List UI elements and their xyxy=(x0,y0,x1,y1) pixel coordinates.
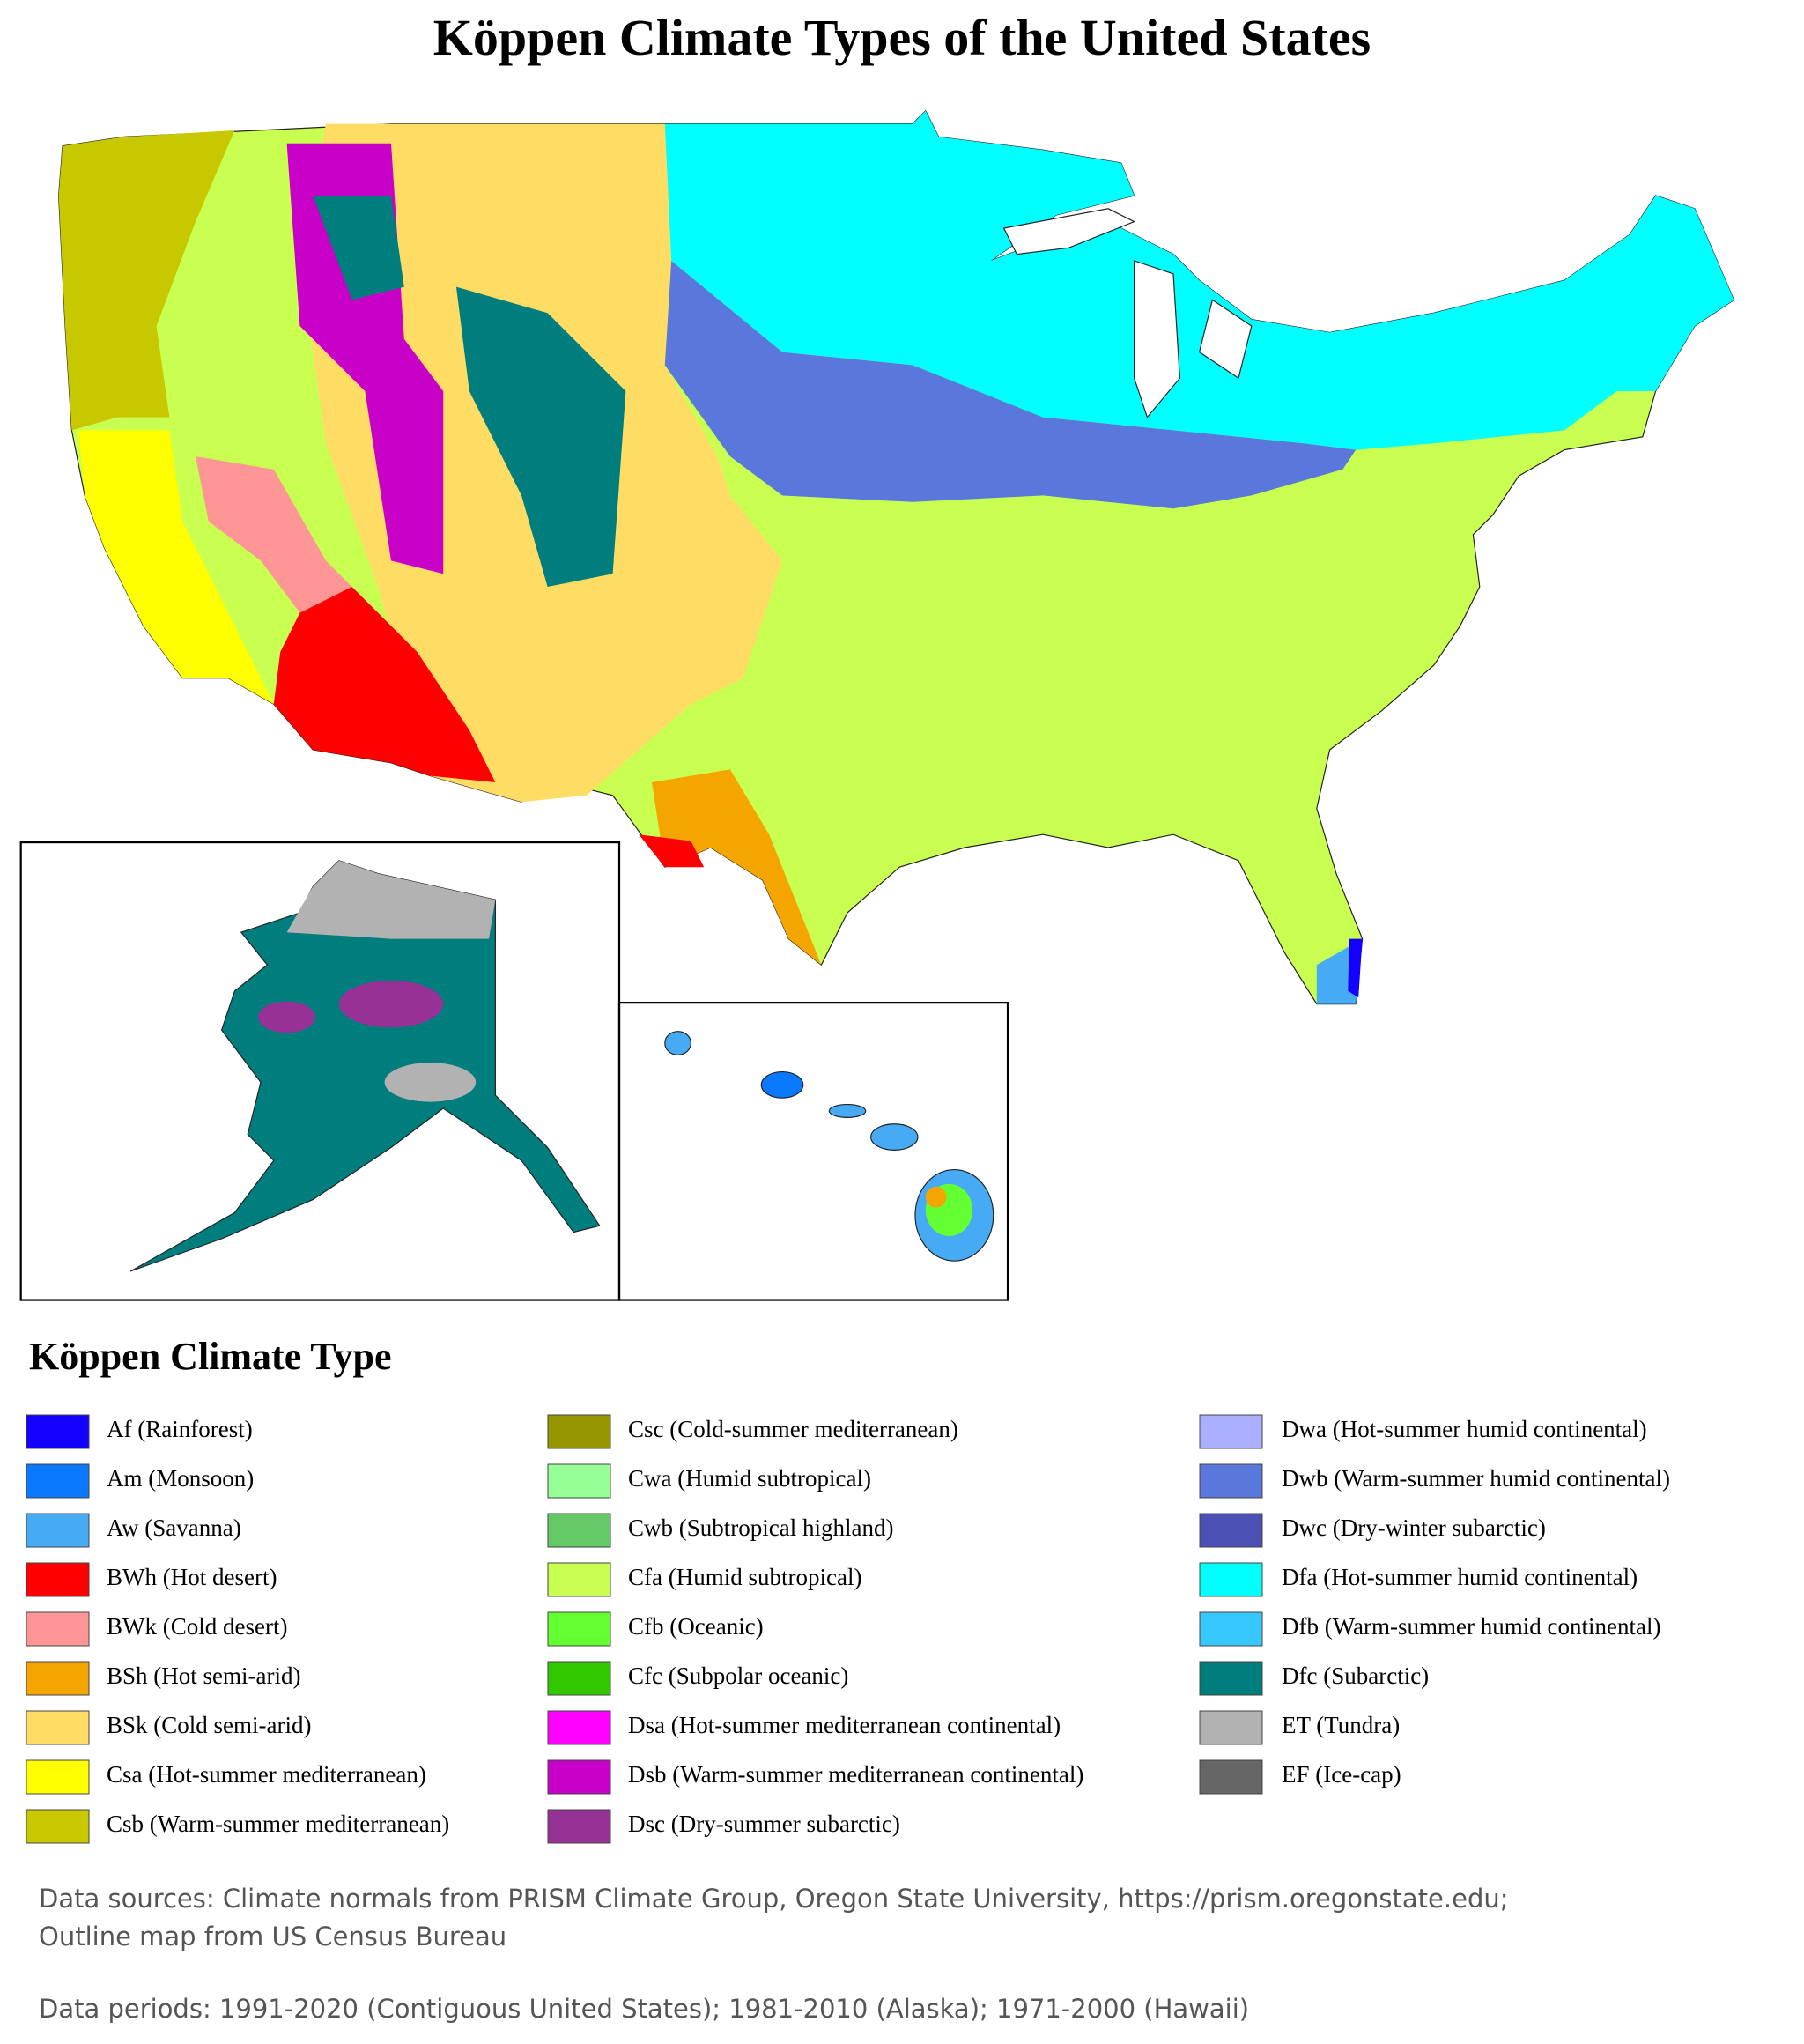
legend-swatch xyxy=(1199,1414,1263,1449)
legend-label: ET (Tundra) xyxy=(1282,1712,1400,1738)
legend-swatch xyxy=(547,1513,611,1548)
legend-swatch xyxy=(547,1710,611,1745)
legend-label: BWh (Hot desert) xyxy=(107,1564,277,1590)
legend-swatch xyxy=(1199,1759,1263,1795)
legend-label: Csa (Hot-summer mediterranean) xyxy=(107,1761,426,1788)
region xyxy=(78,430,274,705)
legend-swatch xyxy=(26,1661,90,1696)
legend-label: Cfb (Oceanic) xyxy=(628,1613,764,1640)
legend-label: Af (Rainforest) xyxy=(107,1416,253,1442)
legend-label: BWk (Cold desert) xyxy=(107,1613,287,1640)
region xyxy=(338,980,444,1028)
legend-swatch xyxy=(26,1611,90,1647)
island xyxy=(828,1103,867,1118)
legend-title: Köppen Climate Type xyxy=(29,1335,392,1378)
legend-label: Dwc (Dry-winter subarctic) xyxy=(1282,1514,1546,1541)
legend-swatch xyxy=(26,1513,90,1548)
legend-swatch xyxy=(1199,1562,1263,1597)
legend-label: Dfa (Hot-summer humid continental) xyxy=(1282,1564,1638,1590)
region xyxy=(313,196,404,300)
region xyxy=(258,1001,316,1033)
legend-swatch xyxy=(1199,1513,1263,1548)
lake xyxy=(1002,208,1136,256)
region xyxy=(196,456,352,613)
region xyxy=(456,286,626,587)
periods-text: Data periods: 1991-2020 (Contiguous Unit… xyxy=(39,1994,1249,2024)
legend-label: Dwa (Hot-summer humid continental) xyxy=(1282,1416,1647,1442)
region xyxy=(286,143,444,574)
legend-label: Cwa (Humid subtropical) xyxy=(628,1465,871,1492)
region xyxy=(58,130,235,431)
island xyxy=(760,1070,804,1099)
region xyxy=(664,261,1357,509)
legend-swatch xyxy=(26,1809,90,1844)
legend-swatch xyxy=(547,1661,611,1696)
legend-label: Cfa (Humid subtropical) xyxy=(628,1564,861,1590)
legend-label: Cwb (Subtropical highland) xyxy=(628,1514,893,1541)
legend-label: EF (Ice-cap) xyxy=(1282,1761,1401,1788)
lake xyxy=(1198,299,1253,380)
legend-label: Aw (Savanna) xyxy=(107,1514,241,1541)
lake xyxy=(1134,260,1181,418)
legend-swatch xyxy=(26,1759,90,1795)
region xyxy=(652,769,822,966)
hawaii-frame xyxy=(617,1002,1009,1301)
legend-label: Cfc (Subpolar oceanic) xyxy=(628,1663,848,1689)
legend-label: Dfc (Subarctic) xyxy=(1282,1663,1429,1689)
region xyxy=(384,1063,477,1102)
legend-label: Dsb (Warm-summer mediterranean continent… xyxy=(628,1761,1083,1788)
sources-text: Data sources: Climate normals from PRISM… xyxy=(39,1884,1509,1914)
legend-label: Dwb (Warm-summer humid continental) xyxy=(1282,1465,1670,1492)
region xyxy=(639,834,705,868)
legend-swatch xyxy=(547,1611,611,1647)
alaska xyxy=(129,860,601,1272)
island xyxy=(664,1031,691,1055)
legend-label: Am (Monsoon) xyxy=(107,1465,254,1492)
legend-swatch xyxy=(26,1562,90,1597)
region xyxy=(925,1186,947,1208)
legend-swatch xyxy=(1199,1661,1263,1696)
island xyxy=(870,1123,919,1151)
legend-swatch xyxy=(547,1562,611,1597)
legend-label: Dsa (Hot-summer mediterranean continenta… xyxy=(628,1712,1061,1738)
legend-swatch xyxy=(26,1414,90,1449)
legend-swatch xyxy=(547,1414,611,1449)
region xyxy=(286,860,496,939)
region xyxy=(1348,938,1363,998)
legend-label: Dfb (Warm-summer humid continental) xyxy=(1282,1613,1660,1640)
legend: Af (Rainforest) Am (Monsoon) Aw (Savanna) B… xyxy=(26,1414,1670,1844)
legend-swatch xyxy=(1199,1710,1263,1745)
legend-swatch xyxy=(26,1710,90,1745)
legend-swatch xyxy=(547,1809,611,1844)
legend-label: Dsc (Dry-summer subarctic) xyxy=(628,1811,900,1837)
legend-label: BSh (Hot semi-arid) xyxy=(107,1663,300,1689)
legend-swatch xyxy=(547,1463,611,1499)
legend-label: BSk (Cold semi-arid) xyxy=(107,1712,311,1738)
legend-label: Csc (Cold-summer mediterranean) xyxy=(628,1416,958,1442)
legend-swatch xyxy=(26,1463,90,1499)
legend-swatch xyxy=(1199,1611,1263,1647)
legend-label: Csb (Warm-summer mediterranean) xyxy=(107,1811,449,1837)
legend-swatch xyxy=(547,1759,611,1795)
legend-swatch xyxy=(1199,1463,1263,1499)
sources-text: Outline map from US Census Bureau xyxy=(39,1922,506,1951)
map-title: Köppen Climate Types of the United State… xyxy=(433,9,1371,66)
map xyxy=(19,109,1735,1301)
region xyxy=(273,587,496,782)
